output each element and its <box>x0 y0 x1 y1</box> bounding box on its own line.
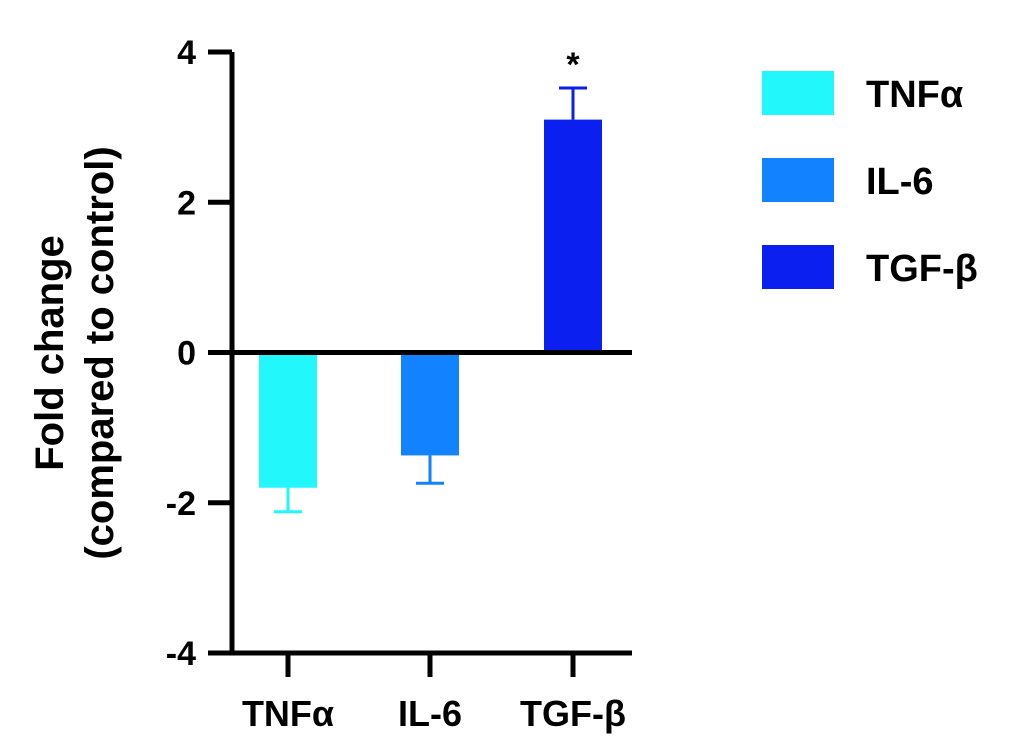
y-tick-label-1: 4 <box>177 34 196 72</box>
x-tick-label-1: TNFα <box>242 693 334 734</box>
legend-label-3: TGF-β <box>866 248 978 290</box>
error-bar-1 <box>274 487 302 514</box>
legend-item-2: IL-6 <box>762 158 934 203</box>
legend-item-3: TGF-β <box>762 245 978 290</box>
significance-marker-3: * <box>566 46 580 84</box>
bar-1 <box>259 352 317 488</box>
legend-label-1: TNFα <box>866 74 963 116</box>
bar-3 <box>544 119 602 353</box>
legend: TNFα IL-6 TGF-β <box>762 71 978 290</box>
legend-swatch-2 <box>762 158 834 202</box>
y-axis-title: Fold change (compared to control) <box>28 146 122 559</box>
legend-item-1: TNFα <box>762 71 963 116</box>
legend-swatch-1 <box>762 71 834 115</box>
y-tick-label-4: -2 <box>166 485 196 523</box>
legend-swatch-3 <box>762 245 834 289</box>
y-tick-label-3: 0 <box>177 335 196 373</box>
x-tick-label-2: IL-6 <box>398 693 462 734</box>
bar-2 <box>401 352 459 456</box>
legend-label-2: IL-6 <box>866 161 934 203</box>
x-ticks-layer: TNFα IL-6 TGF-β <box>242 653 626 734</box>
bars-layer <box>259 119 602 488</box>
error-bar-2 <box>416 455 444 485</box>
y-tick-label-2: 2 <box>177 184 196 222</box>
error-bar-3 <box>559 86 587 120</box>
y-axis-title-line-1: Fold change <box>28 235 72 471</box>
y-ticks-layer: 4 2 0 -2 -4 <box>166 34 232 673</box>
y-axis-title-line-2: (compared to control) <box>78 146 122 559</box>
y-tick-label-5: -4 <box>166 635 196 673</box>
x-tick-label-3: TGF-β <box>520 693 626 734</box>
annotations-layer: * <box>566 46 580 84</box>
error-bars-layer <box>274 86 587 514</box>
